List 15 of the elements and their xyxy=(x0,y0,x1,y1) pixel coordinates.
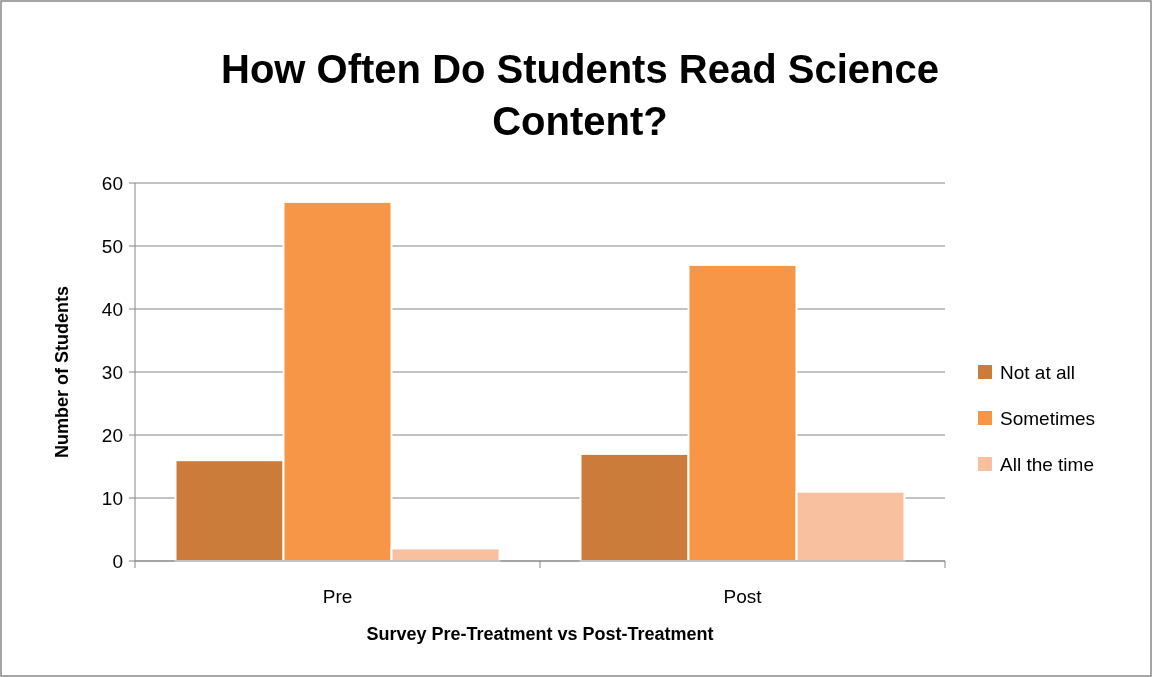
y-tick-label: 0 xyxy=(112,550,123,572)
chart-title: How Often Do Students Read Science Content? xyxy=(221,47,939,143)
legend-label: Sometimes xyxy=(1000,407,1096,429)
x-tick-label: Post xyxy=(723,586,763,607)
y-axis-title: Number of Students xyxy=(52,285,72,459)
y-tick-label: 10 xyxy=(101,487,123,509)
x-axis-title: Survey Pre-Treatment vs Post-Treatment xyxy=(366,624,714,644)
y-tick-label: 60 xyxy=(101,172,123,194)
x-tick-label: Pre xyxy=(322,586,353,607)
legend-label: Not at all xyxy=(1000,361,1075,383)
y-tick-label: 30 xyxy=(101,361,123,383)
y-tick-label: 40 xyxy=(101,298,123,320)
y-tick-label: 50 xyxy=(101,235,123,257)
legend-label: All the time xyxy=(1000,453,1094,475)
y-tick-label: 20 xyxy=(101,424,123,446)
